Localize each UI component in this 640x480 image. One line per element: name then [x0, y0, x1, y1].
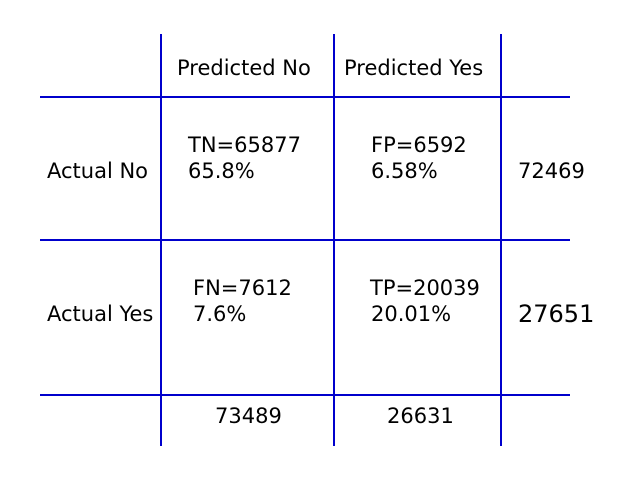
header-predicted-no: Predicted No — [177, 56, 311, 80]
cell-tp-count: TP=20039 — [370, 276, 480, 300]
cell-fp-count: FP=6592 — [371, 133, 467, 157]
header-predicted-yes: Predicted Yes — [344, 56, 484, 80]
row-total-actual-no: 72469 — [518, 159, 585, 183]
grid-line-middle — [40, 239, 570, 241]
cell-fp-percent: 6.58% — [371, 159, 438, 183]
col-total-predicted-no: 73489 — [215, 404, 282, 428]
grid-line-left — [160, 34, 162, 446]
grid-line-top — [40, 96, 570, 98]
cell-tn-percent: 65.8% — [188, 159, 255, 183]
cell-tn-count: TN=65877 — [188, 133, 301, 157]
grid-line-bottom — [40, 394, 570, 396]
row-total-actual-yes: 27651 — [518, 300, 595, 328]
cell-fn-percent: 7.6% — [193, 302, 247, 326]
row-label-actual-no: Actual No — [47, 159, 149, 183]
grid-line-right — [500, 34, 502, 446]
row-label-actual-yes: Actual Yes — [47, 302, 154, 326]
col-total-predicted-yes: 26631 — [387, 404, 454, 428]
cell-tp-percent: 20.01% — [371, 302, 452, 326]
grid-line-center — [333, 34, 335, 446]
cell-fn-count: FN=7612 — [193, 276, 292, 300]
